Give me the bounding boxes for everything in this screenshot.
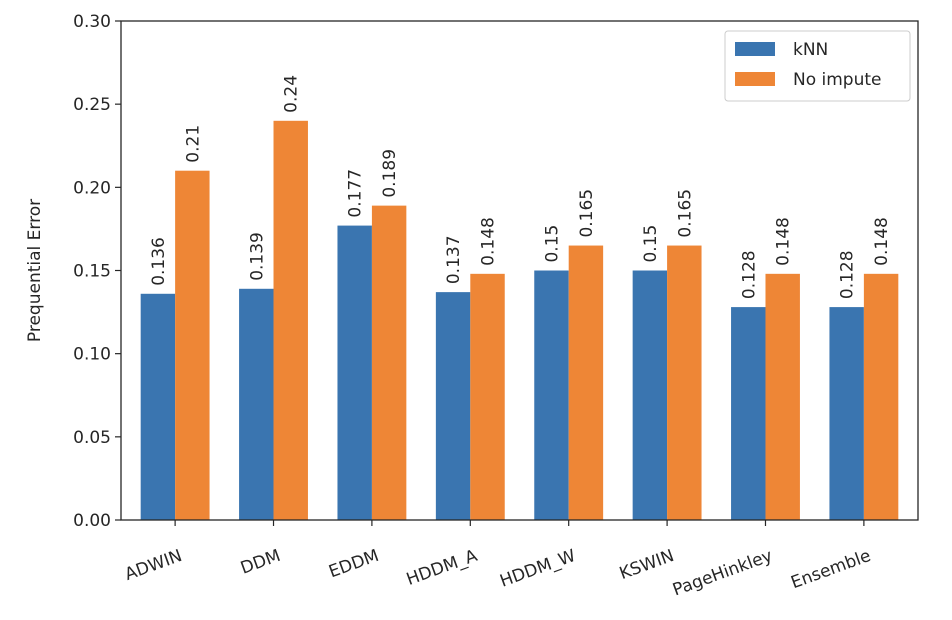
legend: kNN No impute	[724, 30, 911, 102]
legend-label: kNN	[793, 40, 828, 60]
y-tick-label: 0.20	[73, 178, 111, 198]
bar-no-impute	[273, 120, 308, 521]
data-label: 0.137	[444, 235, 464, 284]
y-tick-label: 0.30	[73, 12, 111, 32]
data-label: 0.177	[346, 169, 366, 218]
y-tick-label: 0.00	[73, 511, 111, 531]
bar-no-impute	[568, 245, 604, 521]
data-label: 0.165	[577, 189, 597, 238]
bar-knn	[829, 307, 864, 520]
data-label: 0.189	[380, 149, 400, 198]
bar-no-impute	[863, 273, 899, 520]
bar-no-impute	[175, 170, 210, 520]
legend-label: No impute	[793, 70, 882, 90]
bar-knn	[435, 292, 471, 520]
legend-swatch	[735, 42, 775, 56]
data-label: 0.148	[872, 217, 892, 266]
data-labels-layer: 0.136 0.21 0.139 0.24 0.177 0.189 0.137 0.148 0.…	[149, 75, 892, 299]
bar-knn	[239, 288, 274, 520]
y-tick-label: 0.25	[73, 95, 111, 115]
bar-knn	[632, 270, 668, 520]
bar-no-impute	[371, 205, 407, 520]
x-tick-label: HDDM_W	[497, 546, 578, 592]
y-tick-label: 0.05	[73, 428, 111, 448]
bar-knn	[731, 307, 766, 520]
x-tick-label: ADWIN	[122, 546, 185, 585]
x-tick-label: EDDM	[326, 546, 381, 582]
data-label: 0.148	[774, 217, 794, 266]
x-axis: ADWIN DDM EDDM HDDM_A HDDM_W KSWINPageHinkley…	[122, 520, 874, 601]
y-axis: 0.00 0.05 0.10 0.15 0.20 0.25 0.30	[73, 12, 121, 531]
bar-no-impute	[765, 273, 800, 520]
data-label: 0.15	[542, 225, 562, 263]
legend-swatch	[735, 72, 775, 86]
bar-knn	[140, 293, 176, 520]
bar-knn	[534, 270, 569, 520]
x-tick-label: DDM	[238, 546, 283, 579]
data-label: 0.24	[282, 75, 302, 113]
x-tick-label: Ensemble	[788, 546, 873, 593]
data-label: 0.128	[838, 250, 858, 299]
x-tick-label: PageHinkley	[670, 546, 775, 601]
y-tick-label: 0.10	[73, 345, 111, 365]
data-label: 0.136	[149, 237, 169, 286]
bars-layer	[140, 120, 899, 521]
data-label: 0.21	[183, 125, 203, 163]
bar-no-impute	[667, 245, 702, 521]
x-tick-label: HDDM_A	[404, 546, 481, 590]
bar-knn	[337, 225, 372, 520]
data-label: 0.139	[247, 232, 267, 281]
y-tick-label: 0.15	[73, 262, 111, 282]
y-axis-label: Prequential Error	[25, 199, 45, 342]
data-label: 0.165	[675, 189, 695, 238]
data-label: 0.15	[641, 225, 661, 263]
data-label: 0.128	[739, 250, 759, 299]
data-label: 0.148	[479, 217, 499, 266]
bar-no-impute	[470, 273, 505, 520]
x-tick-label: KSWIN	[617, 546, 677, 584]
